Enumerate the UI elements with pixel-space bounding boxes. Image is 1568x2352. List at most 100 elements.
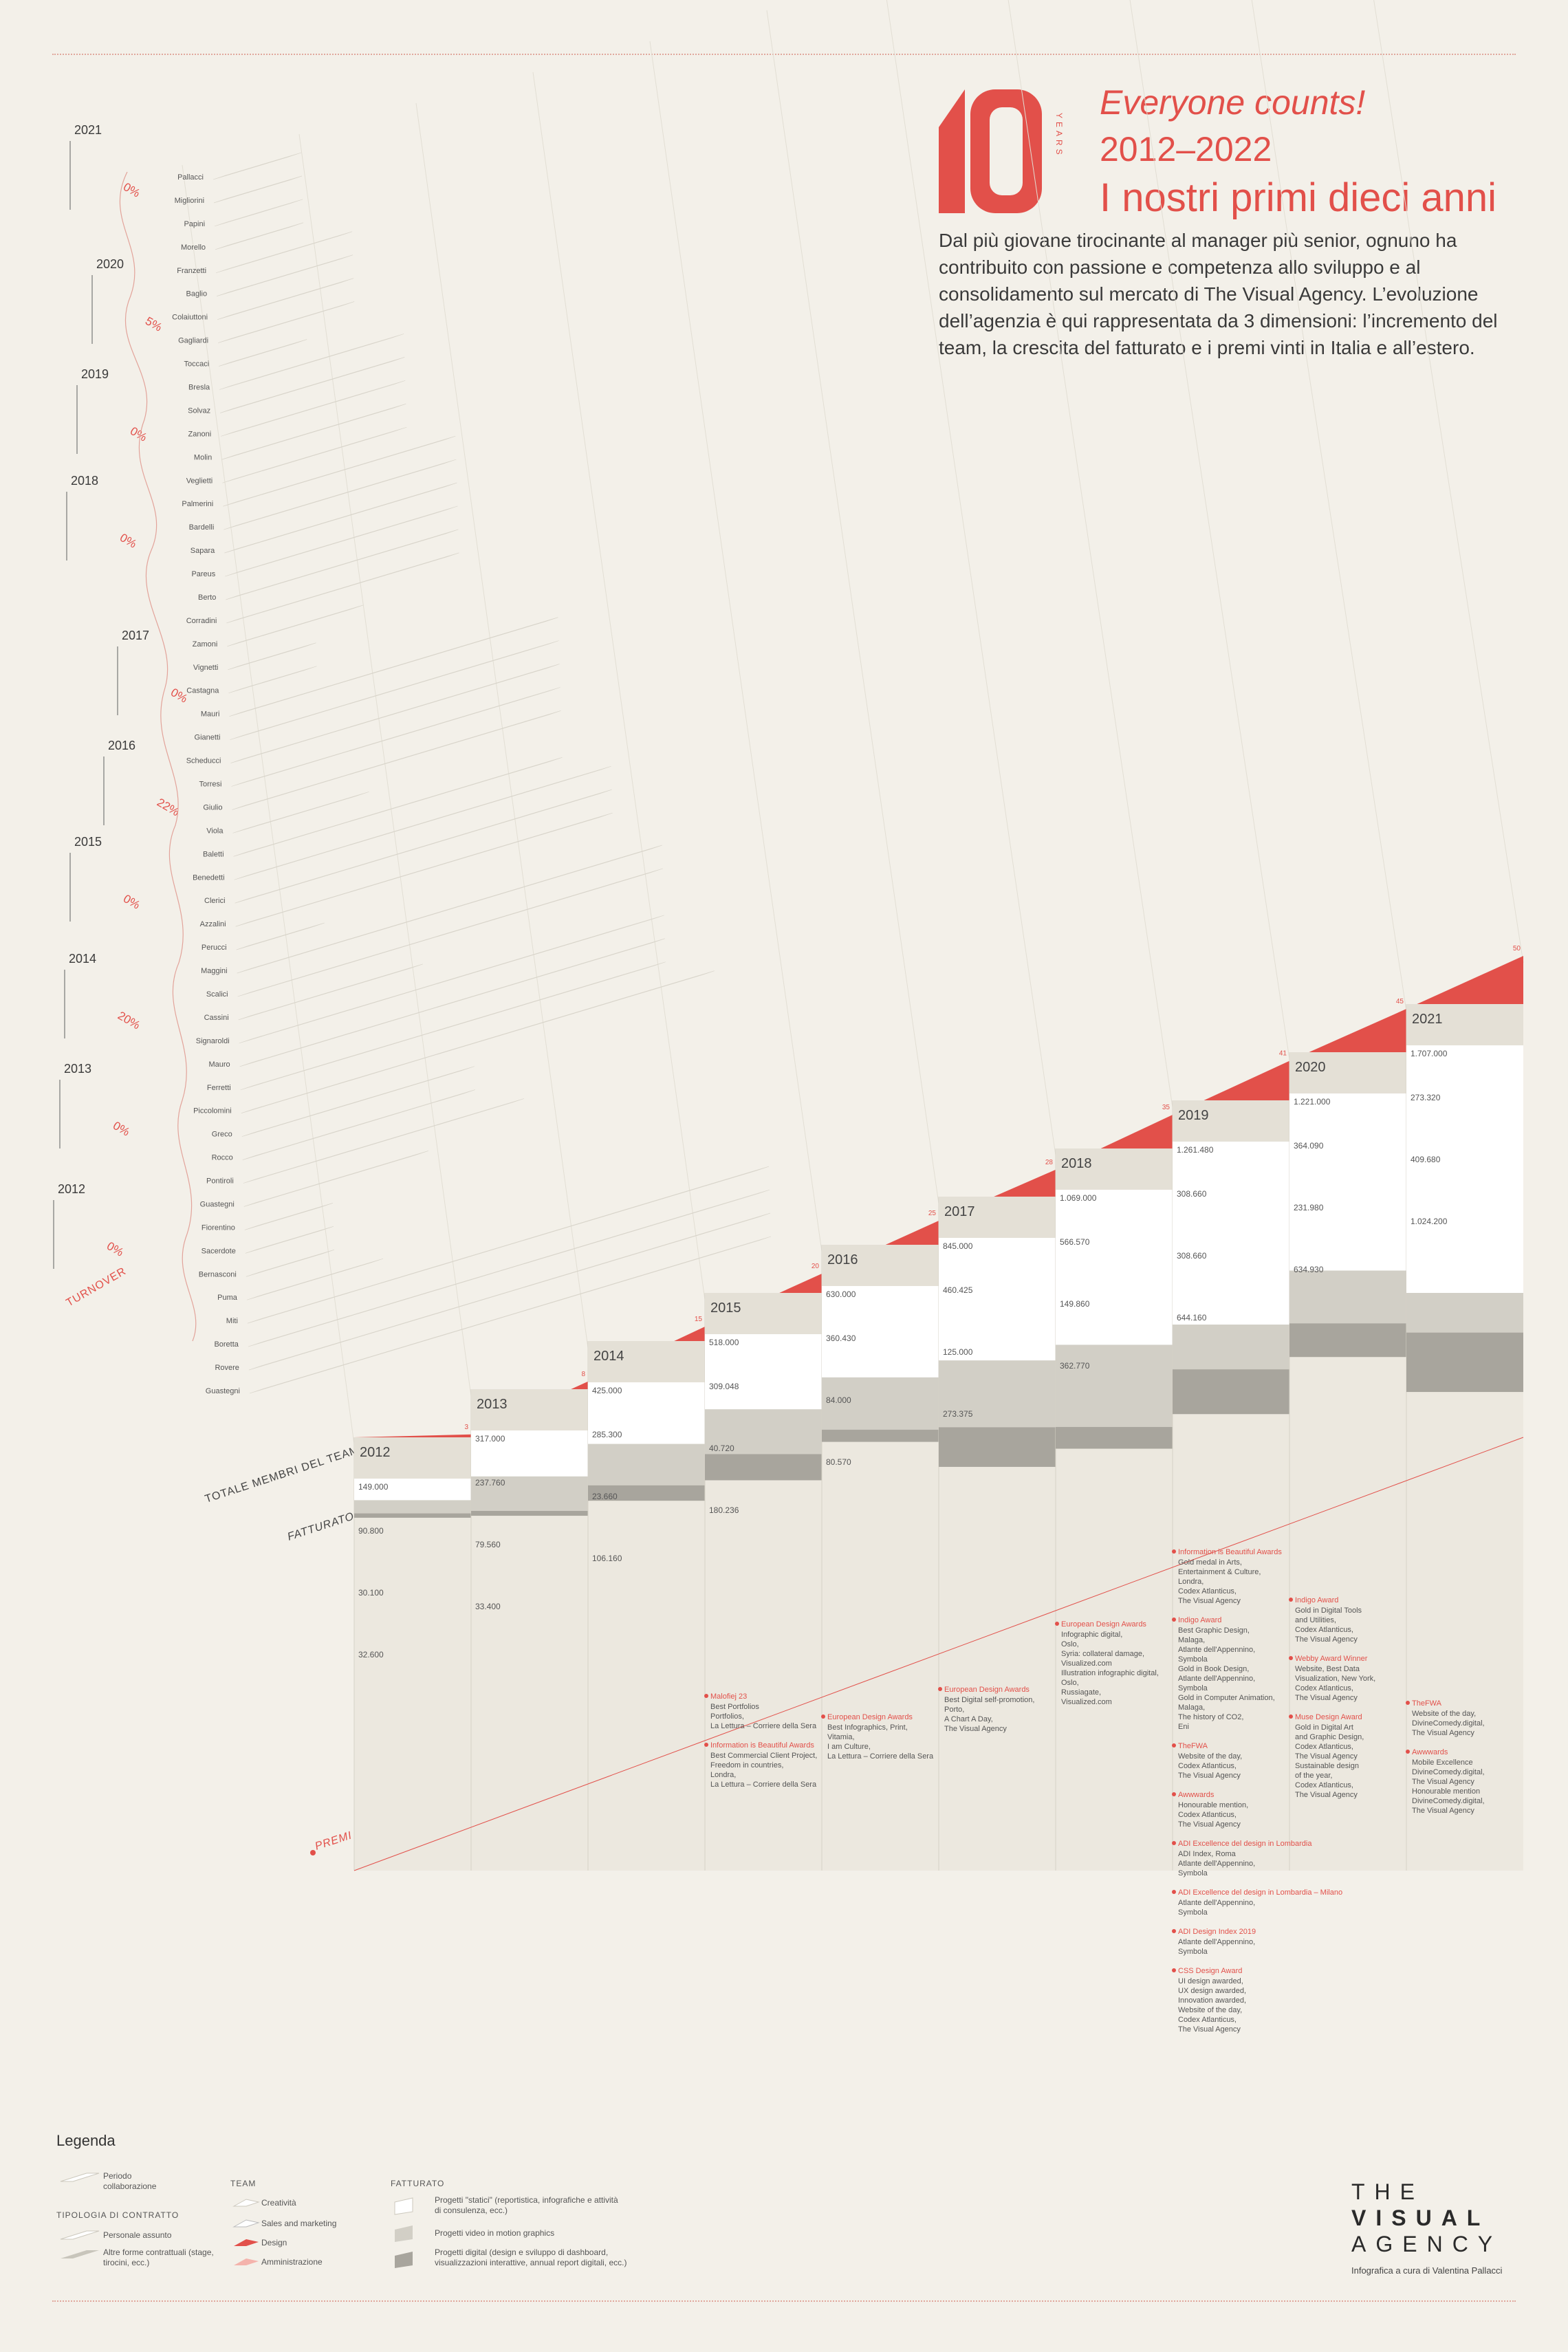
- team-count-label: 50: [1513, 945, 1521, 952]
- member-name: Mauro: [209, 1060, 230, 1069]
- revenue-total-label: 149.000: [358, 1482, 389, 1492]
- turnover-pct: 0%: [121, 892, 142, 912]
- member-bar: [235, 789, 612, 904]
- member-bar: [215, 222, 304, 250]
- team-count-label: 15: [695, 1316, 703, 1323]
- revenue-static-segment: [1406, 1045, 1523, 1293]
- award-detail: The Visual Agency: [1178, 1597, 1241, 1605]
- award-detail: Atlante dell'Appennino,: [1178, 1899, 1255, 1907]
- member-bar: [218, 301, 355, 343]
- award-title: Malofiej 23: [710, 1692, 747, 1701]
- member-bar: [215, 231, 353, 274]
- award-title: Information is Beautiful Awards: [710, 1741, 814, 1750]
- award-detail: Codex Atlanticus,: [1295, 1684, 1353, 1692]
- member-bar: [242, 1089, 475, 1160]
- award-detail: The Visual Agency: [1178, 1820, 1241, 1829]
- revenue-value-label: 149.860: [1060, 1299, 1090, 1309]
- year-header-band: [1406, 1004, 1523, 1045]
- award-detail: Russiagate,: [1061, 1688, 1101, 1697]
- turnover-curve: [119, 171, 197, 1342]
- revenue-value-label: 30.100: [358, 1588, 384, 1598]
- award-title: Information is Beautiful Awards: [1178, 1548, 1282, 1556]
- revenue-total-label: 1.707.000: [1411, 1049, 1448, 1058]
- member-name: Baglio: [186, 290, 208, 298]
- turnover-pct: 0%: [105, 1239, 126, 1259]
- award-detail: Symbola: [1178, 1655, 1208, 1664]
- award-detail: La Lettura – Corriere della Sera: [710, 1781, 817, 1789]
- turnover-pct: 0%: [128, 424, 149, 444]
- revenue-value-label: 79.560: [475, 1540, 501, 1549]
- award-detail: Entertainment & Culture,: [1178, 1568, 1261, 1576]
- award-title: CSS Design Award: [1178, 1967, 1242, 1975]
- team-count-label: 28: [1045, 1159, 1054, 1166]
- member-name: Piccolomini: [193, 1107, 232, 1115]
- award-detail: Visualization, New York,: [1295, 1675, 1375, 1683]
- award-detail: and Utilities,: [1295, 1616, 1336, 1624]
- revenue-digital-segment: [471, 1510, 588, 1516]
- member-name: Berto: [198, 594, 216, 602]
- revenue-video-segment: [588, 1444, 705, 1485]
- award-detail: The Visual Agency: [1295, 1752, 1358, 1761]
- revenue-value-label: 32.600: [358, 1650, 384, 1659]
- member-name: Torresi: [199, 781, 221, 789]
- member-name: Papini: [184, 220, 205, 228]
- award-detail: The Visual Agency: [1295, 1635, 1358, 1644]
- member-name: Vignetti: [193, 664, 219, 672]
- member-name: Miti: [226, 1317, 238, 1325]
- member-bar: [245, 1226, 334, 1254]
- revenue-digital-segment: [354, 1513, 471, 1518]
- legend: Legenda Periodo collaborazione TIPOLOGIA…: [55, 2132, 743, 2304]
- team-revenue-awards-chart: Pallacci Migliorini Papini Morello Franzetti…: [53, 0, 1524, 2034]
- legend-contract-title: TIPOLOGIA DI CONTRATTO: [56, 2210, 179, 2220]
- award-detail: The Visual Agency: [1412, 1729, 1474, 1737]
- member-bar: [230, 640, 559, 740]
- revenue-value-label: 106.160: [592, 1554, 622, 1563]
- revenue-value-label: 80.570: [826, 1457, 851, 1467]
- member-name: Castagna: [186, 687, 219, 695]
- award-detail: La Lettura – Corriere della Sera: [827, 1752, 934, 1761]
- award-detail: The Visual Agency: [1295, 1694, 1358, 1702]
- revenue-total-label: 1.069.000: [1060, 1193, 1097, 1203]
- revenue-digital-segment: [822, 1429, 939, 1442]
- award-title: Muse Design Award: [1295, 1713, 1362, 1721]
- member-bar: [214, 199, 303, 227]
- award-detail: Best Digital self-promotion,: [944, 1696, 1034, 1704]
- member-name: Toccaci: [184, 360, 209, 369]
- member-bar: [233, 757, 563, 857]
- member-name: Perucci: [202, 944, 227, 952]
- award-dot: [1172, 1743, 1176, 1747]
- revenue-value-label: 273.320: [1411, 1093, 1441, 1102]
- award-detail: Portfolios,: [710, 1712, 744, 1721]
- member-bar: [236, 922, 325, 950]
- revenue-value-label: 308.660: [1177, 1251, 1207, 1261]
- award-detail: DivineComedy.digital,: [1412, 1797, 1485, 1805]
- revenue-digital-segment: [1289, 1323, 1406, 1358]
- turnover-pct: 5%: [143, 314, 164, 334]
- legend-other-swatch: [61, 2250, 99, 2258]
- award-detail: The Visual Agency: [1178, 1772, 1241, 1780]
- member-bar: [223, 435, 456, 507]
- revenue-value-label: 364.090: [1294, 1141, 1324, 1151]
- revenue-value-label: 309.048: [709, 1382, 739, 1391]
- year-label: 2016: [108, 739, 135, 752]
- year-column-label: 2014: [594, 1349, 624, 1364]
- member-name: Migliorini: [175, 197, 204, 205]
- team-axis-label: TOTALE MEMBRI DEL TEAM: [204, 1444, 361, 1505]
- revenue-value-label: 90.800: [358, 1526, 384, 1536]
- year-column-label: 2018: [1061, 1156, 1092, 1171]
- member-name: Pallacci: [177, 173, 204, 182]
- revenue-total-label: 518.000: [709, 1338, 739, 1347]
- legend-creativity-swatch: [232, 2199, 260, 2207]
- year-column-label: 2017: [944, 1204, 975, 1219]
- award-title: European Design Awards: [944, 1686, 1030, 1694]
- member-bar: [222, 426, 407, 483]
- revenue-total-label: 845.000: [943, 1241, 973, 1251]
- member-name: Boretta: [214, 1340, 239, 1349]
- member-name: Bernasconi: [199, 1270, 237, 1278]
- member-name: Sacerdote: [202, 1247, 236, 1255]
- revenue-value-label: 180.236: [709, 1505, 739, 1515]
- member-bar: [217, 278, 354, 320]
- year-label: 2015: [74, 835, 102, 849]
- revenue-total-label: 317.000: [475, 1434, 505, 1444]
- award-detail: Gold in Digital Tools: [1295, 1607, 1362, 1615]
